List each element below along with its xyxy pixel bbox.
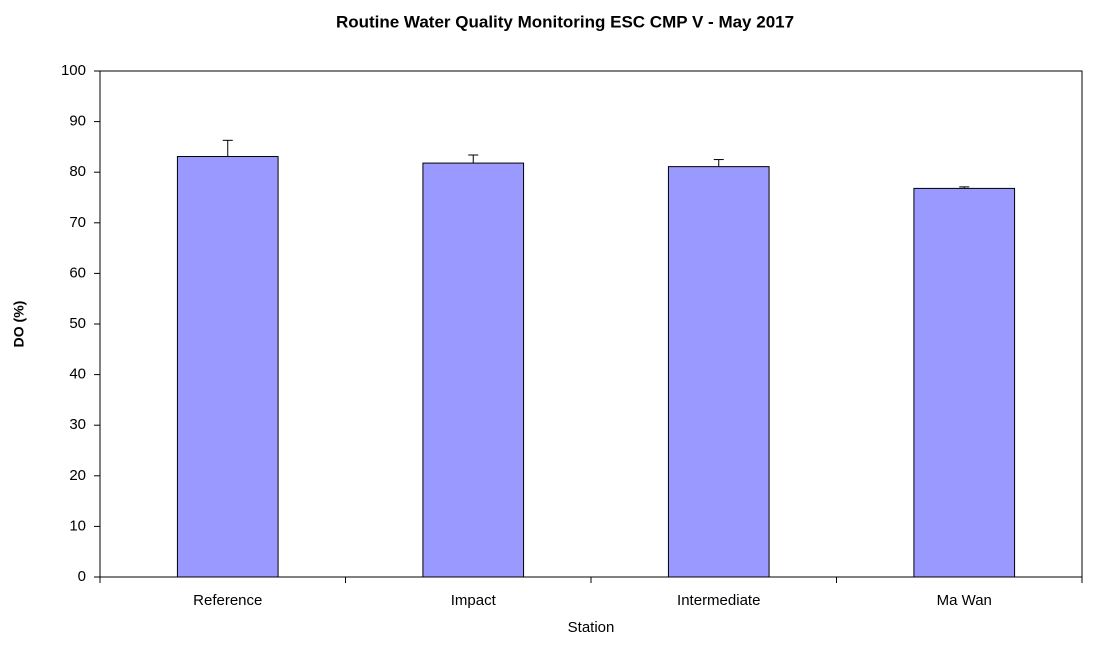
bar [176,156,279,578]
error-bar [468,154,479,164]
x-tick-label: Intermediate [677,592,760,609]
y-tick-label: 70 [69,214,86,231]
error-bar [959,186,970,189]
x-tick-label: Ma Wan [937,592,992,609]
y-axis-label: DO (%) [11,301,27,348]
y-tick-label: 30 [69,416,86,433]
x-tick-label: Reference [193,592,262,609]
x-tick-label: Impact [451,592,497,609]
y-tick-label: 20 [69,467,86,484]
y-tick-label: 90 [69,113,86,130]
y-tick-label: 60 [69,264,86,281]
y-tick-label: 100 [61,62,86,79]
y-tick-label: 80 [69,163,86,180]
x-axis-label: Station [568,619,615,636]
y-tick-label: 50 [69,315,86,332]
y-tick-label: 0 [78,568,86,585]
error-bar [713,159,724,167]
bar [422,162,525,578]
chart-title: Routine Water Quality Monitoring ESC CMP… [336,12,794,31]
error-bar [222,139,233,157]
bar [667,166,770,578]
bar [913,187,1016,578]
y-tick-label: 40 [69,366,86,383]
y-tick-label: 10 [69,517,86,534]
